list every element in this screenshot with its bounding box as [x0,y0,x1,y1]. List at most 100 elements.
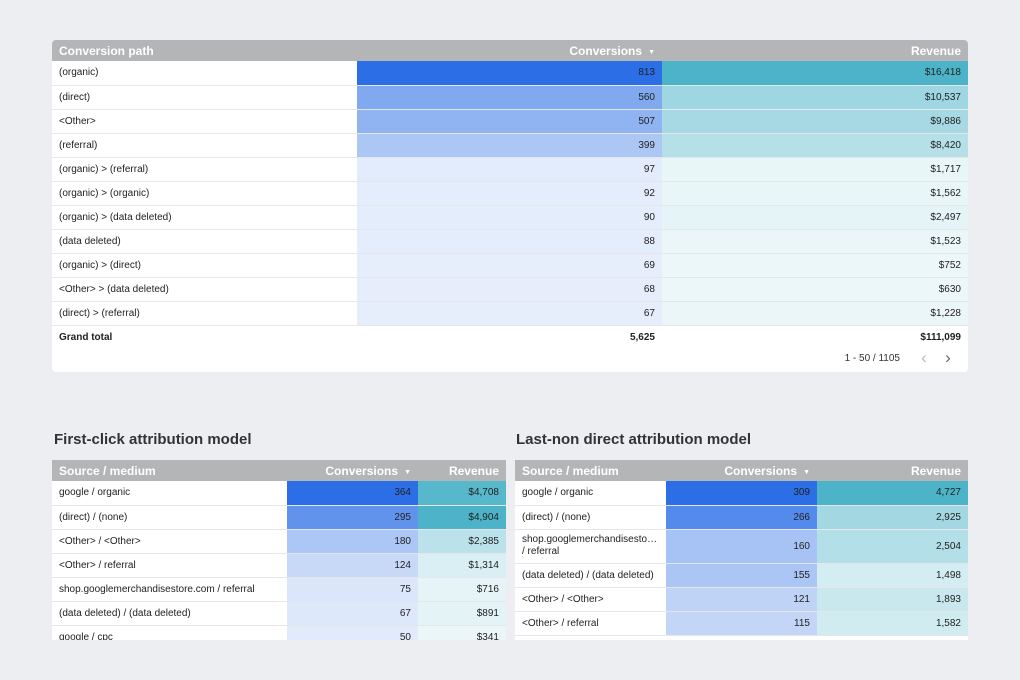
last-non-direct-table-card: Source / medium Conversions ▼ Revenue goo… [515,460,968,640]
table-header: Source / medium Conversions ▼ Revenue [52,460,506,481]
cell-conversions: 68 [357,277,662,302]
table-row[interactable]: (direct) / (none) 266 2,925 [515,505,968,530]
cell-conversions: 266 [666,505,817,530]
cell-conversions: 115 [666,611,817,636]
table-row[interactable]: (direct) > (referral) 67 $1,228 [52,301,968,326]
cell-revenue: $1,523 [662,229,968,254]
table-row[interactable]: (organic) > (direct) 69 $752 [52,253,968,278]
cell-path: (organic) > (direct) [52,253,357,278]
cell-conversions: 90 [357,205,662,230]
cell-conversions: 309 [666,481,817,506]
cell-revenue: $9,886 [662,109,968,134]
cell-path: (organic) > (data deleted) [52,205,357,230]
col-conversions[interactable]: Conversions ▼ [666,460,817,481]
cell-path: (organic) > (organic) [52,181,357,206]
table-row[interactable]: <Other> / referral 115 1,582 [515,611,968,636]
table-header: Conversion path Conversions ▼ Revenue [52,40,968,61]
cell-source: google / organic [515,481,666,506]
table-row[interactable]: (direct) / (none) 295 $4,904 [52,505,506,530]
cell-conversions: 507 [357,109,662,134]
cell-conversions: 67 [287,601,418,626]
cell-revenue: $4,904 [418,505,506,530]
cell-conversions: 180 [287,529,418,554]
table-row[interactable]: <Other> 507 $9,886 [52,109,968,134]
cell-conversions: 75 [287,577,418,602]
cell-conversions: 97 [357,157,662,182]
col-conversions[interactable]: Conversions ▼ [287,460,418,481]
grand-total-label: Grand total [59,331,113,343]
first-click-table: Source / medium Conversions ▼ Revenue goo… [52,460,506,640]
table-row[interactable]: (organic) > (referral) 97 $1,717 [52,157,968,182]
cell-revenue: $630 [662,277,968,302]
cell-source: <Other> / <Other> [52,529,287,554]
cell-conversions: 155 [666,563,817,588]
first-click-table-card: Source / medium Conversions ▼ Revenue goo… [52,460,506,640]
table-row[interactable]: google / organic 309 4,727 [515,481,968,506]
cell-path: (organic) [52,61,357,86]
table-row[interactable]: <Other> / <Other> 180 $2,385 [52,529,506,554]
cell-revenue: 1,582 [817,611,968,636]
pagination: 1 - 50 / 1105 ‹ › [845,348,960,368]
cell-conversions: 364 [287,481,418,506]
cell-conversions: 295 [287,505,418,530]
grand-total-conversions: 5,625 [629,331,655,343]
table-row[interactable]: (data deleted) 88 $1,523 [52,229,968,254]
cell-revenue: $1,314 [418,553,506,578]
cell-revenue: $1,562 [662,181,968,206]
cell-source: (data deleted) / (data deleted) [52,601,287,626]
cell-revenue: $8,420 [662,133,968,158]
last-non-direct-title: Last-non direct attribution model [516,431,751,448]
cell-source: google / cpc [52,625,287,640]
cell-revenue: $4,708 [418,481,506,506]
table-row[interactable]: (direct) 560 $10,537 [52,85,968,110]
table-row[interactable]: <Other> / <Other> 121 1,893 [515,587,968,612]
conversion-path-table: Conversion path Conversions ▼ Revenue (or… [52,40,968,349]
cell-source: (direct) / (none) [515,505,666,530]
col-conversions[interactable]: Conversions ▼ [357,40,662,61]
table-row[interactable]: (organic) 813 $16,418 [52,61,968,86]
next-page-icon[interactable]: › [945,348,951,367]
cell-conversions: 50 [287,625,418,640]
cell-path: (organic) > (referral) [52,157,357,182]
cell-revenue: 2,925 [817,505,968,530]
sort-desc-icon[interactable]: ▼ [648,48,655,56]
table-row[interactable]: (data deleted) / (data deleted) 155 1,498 [515,563,968,588]
cell-revenue: $752 [662,253,968,278]
prev-page-icon[interactable]: ‹ [921,348,927,367]
table-row[interactable]: (data deleted) / (data deleted) 67 $891 [52,601,506,626]
table-header: Source / medium Conversions ▼ Revenue [515,460,968,481]
table-row[interactable]: google / cpc 50 $341 [52,625,506,640]
cell-path: <Other> [52,109,357,134]
sort-desc-icon[interactable]: ▼ [803,468,810,476]
cell-source: <Other> / <Other> [515,587,666,612]
table-row[interactable]: (organic) > (organic) 92 $1,562 [52,181,968,206]
col-revenue[interactable]: Revenue [418,460,506,481]
grand-total-row: Grand total 5,625 $111,099 [52,325,968,349]
table-row[interactable]: shop.googlemerchandisestore.com / referr… [515,529,968,564]
col-revenue[interactable]: Revenue [817,460,968,481]
sort-desc-icon[interactable]: ▼ [404,468,411,476]
cell-revenue: $891 [418,601,506,626]
cell-revenue: $1,717 [662,157,968,182]
col-source-medium[interactable]: Source / medium [52,460,287,481]
table-row[interactable]: <Other> / referral 124 $1,314 [52,553,506,578]
cell-revenue: $716 [418,577,506,602]
cell-revenue: $2,497 [662,205,968,230]
cell-conversions: 560 [357,85,662,110]
table-row[interactable]: shop.googlemerchandisestore.com / referr… [52,577,506,602]
first-click-title: First-click attribution model [54,431,252,448]
cell-conversions: 69 [357,253,662,278]
cell-source: <Other> / referral [515,611,666,636]
cell-conversions: 92 [357,181,662,206]
table-row[interactable]: google / organic 364 $4,708 [52,481,506,506]
table-row[interactable]: (organic) > (data deleted) 90 $2,497 [52,205,968,230]
col-conversion-path[interactable]: Conversion path [52,40,357,61]
col-source-medium[interactable]: Source / medium [515,460,666,481]
col-revenue[interactable]: Revenue [662,40,968,61]
cell-source: <Other> / referral [52,553,287,578]
cell-conversions: 67 [357,301,662,326]
table-row[interactable]: (referral) 399 $8,420 [52,133,968,158]
table-row[interactable]: <Other> > (data deleted) 68 $630 [52,277,968,302]
pagination-range: 1 - 50 / 1105 [844,352,900,364]
